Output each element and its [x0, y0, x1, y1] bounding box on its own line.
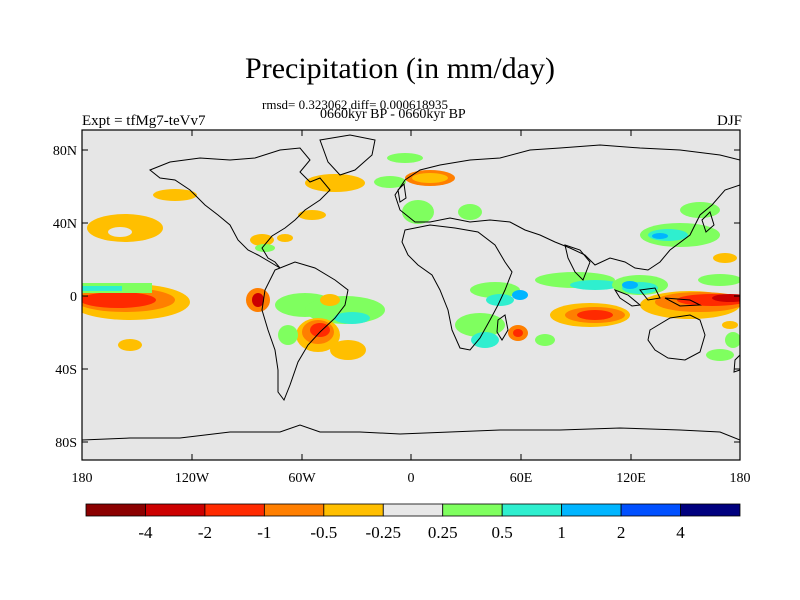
anomaly-blob [255, 244, 275, 252]
colorbar-label: 0.25 [428, 523, 458, 542]
lat-tick-label: 80S [55, 436, 77, 451]
coastline-greenland [319, 134, 376, 176]
anomaly-blob [82, 292, 156, 308]
lon-tick-label: 60W [288, 471, 316, 486]
anomaly-blob [374, 176, 406, 188]
colorbar-label: 2 [617, 523, 626, 542]
anomaly-blob [387, 153, 423, 163]
colorbar-swatch [620, 503, 681, 517]
colorbar-swatch [561, 503, 622, 517]
coastlines [82, 134, 740, 441]
lat-tick-label: 80N [53, 144, 77, 159]
anomaly-blob [570, 280, 620, 290]
map-title: Precipitation (in mm/day) [245, 52, 555, 85]
anomaly-blob [330, 340, 366, 360]
anomaly-blob [622, 281, 638, 289]
anomaly-blob [310, 323, 330, 337]
axis-ticks: 180 120W 60W 0 60E 120E 180 80N 40N 0 40S 80S [53, 130, 751, 486]
coastline-africa [401, 224, 513, 351]
coastline-india [564, 244, 591, 281]
anomaly-blob [512, 290, 528, 300]
coastline-new-zealand [733, 354, 740, 373]
colorbar-label: -0.5 [310, 523, 337, 542]
anomaly-blob [334, 312, 370, 324]
lon-tick-label: 180 [730, 471, 751, 486]
lon-tick-label: 180 [72, 471, 93, 486]
colorbar-swatch [501, 503, 563, 517]
anomaly-blob [458, 204, 482, 220]
colorbar: -4 -2 -1 -0.5 -0.25 0.25 0.5 1 2 4 [85, 503, 741, 542]
colorbar-swatch [204, 503, 265, 517]
anomaly-blob [513, 329, 523, 337]
coastline-north-america [149, 147, 331, 269]
anomaly-blob [471, 332, 499, 348]
anomaly-blob [722, 321, 738, 329]
lat-tick-label: 40S [55, 363, 77, 378]
stats-subtitle: rmsd= 0.323062 diff= 0.000618935 [262, 97, 448, 112]
anomaly-blob [713, 253, 737, 263]
colorbar-swatch [263, 503, 325, 517]
anomaly-blob [250, 234, 274, 246]
coastline-eurasia [394, 144, 740, 271]
anomaly-blob [577, 310, 613, 320]
colorbar-label: -2 [198, 523, 212, 542]
anomaly-blob [712, 294, 740, 302]
colorbar-swatch [382, 503, 444, 517]
colorbar-label: -1 [257, 523, 271, 542]
colorbar-swatch [323, 503, 384, 517]
coastline-antarctica [82, 424, 740, 441]
coastline-uk [397, 182, 407, 203]
colorbar-label: -0.25 [366, 523, 401, 542]
season-label: DJF [716, 113, 742, 129]
colorbar-swatch [680, 503, 741, 517]
colorbar-label: -4 [138, 523, 153, 542]
anomaly-blob [108, 227, 132, 237]
anomaly-blob [82, 286, 122, 291]
lon-tick-label: 60E [510, 471, 533, 486]
lon-tick-label: 120W [175, 471, 210, 486]
anomaly-blob [535, 334, 555, 346]
anomaly-blob [305, 174, 365, 192]
anomaly-blob [298, 210, 326, 220]
experiment-label: Expt = tfMg7-teVv7 [82, 113, 206, 129]
anomaly-blob [652, 233, 668, 239]
anomaly-blob [680, 202, 720, 218]
anomaly-blob [455, 313, 505, 337]
lat-tick-label: 40N [53, 217, 77, 232]
colorbar-swatch [442, 503, 503, 517]
anomaly-blob [412, 173, 448, 183]
colorbar-label: 0.5 [492, 523, 513, 542]
anomaly-blob [153, 189, 197, 201]
colorbar-swatch [145, 503, 206, 517]
coastline-australia [647, 314, 706, 361]
coastline-south-america [261, 261, 349, 402]
anomaly-blob [698, 274, 740, 286]
lat-tick-label: 0 [70, 290, 77, 305]
colorbar-swatch [85, 503, 146, 517]
anomaly-blob [706, 349, 734, 361]
coastline-indonesia [613, 287, 702, 307]
anomaly-blob [470, 282, 520, 298]
anomaly-blob [252, 293, 264, 307]
anomaly-blob [277, 234, 293, 242]
anomaly-blob [402, 200, 434, 224]
map-background [82, 130, 740, 460]
coastline-madagascar [496, 314, 509, 341]
period-subtitle: 0660kyr BP - 0660kyr BP [320, 107, 466, 122]
lon-tick-label: 0 [408, 471, 415, 486]
anomaly-blob [278, 325, 298, 345]
coastline-japan [701, 211, 715, 233]
anomaly-blob [118, 339, 142, 351]
anomaly-blob [725, 332, 740, 348]
colorbar-label: 4 [676, 523, 685, 542]
anomaly-blob [320, 294, 340, 306]
lon-tick-label: 120E [616, 471, 646, 486]
colorbar-label: 1 [557, 523, 566, 542]
